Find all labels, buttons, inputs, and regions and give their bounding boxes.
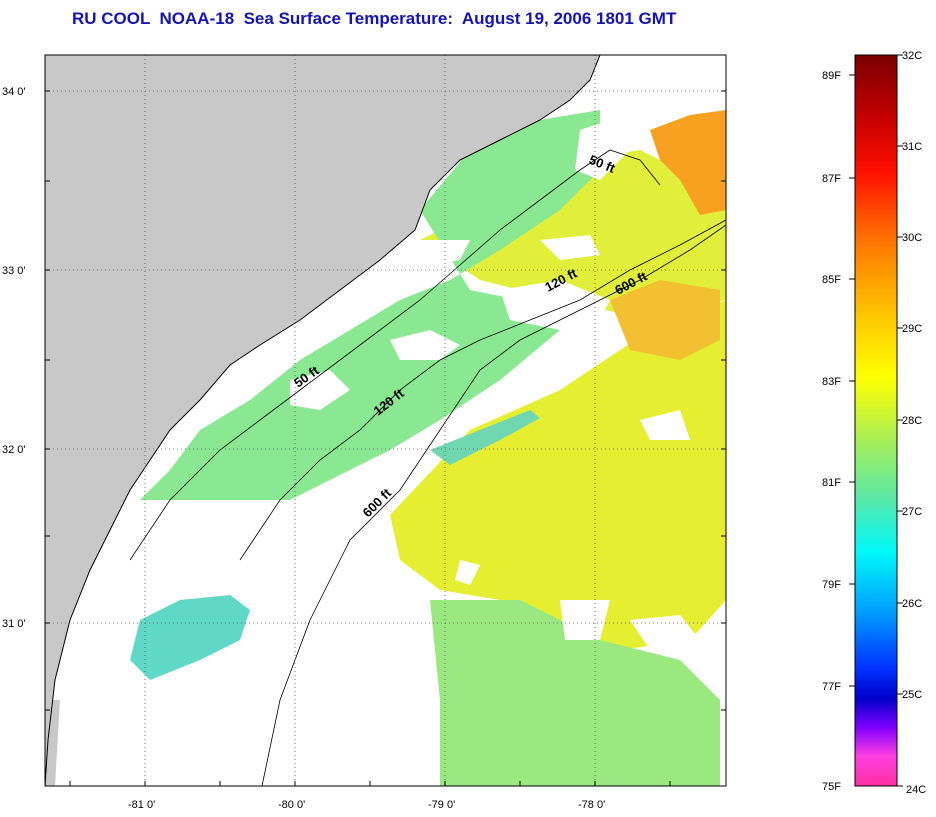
sst-warm-region: [390, 300, 726, 650]
sst-cool-band: [140, 110, 600, 500]
lat-label-32: 32 0': [2, 444, 26, 456]
lon-label-80: -80 0': [278, 799, 305, 811]
sst-cool-patch-south: [430, 600, 720, 786]
cbar-f-77: 77F: [822, 681, 841, 693]
sst-orange-patch: [650, 110, 726, 215]
cbar-c-30: 30C: [902, 232, 922, 244]
contour-50ft: [129, 149, 661, 561]
sst-cyan-patch: [130, 595, 250, 680]
graticule: [45, 55, 726, 786]
cbar-f-83: 83F: [822, 376, 841, 388]
lon-label-78: -78 0': [578, 799, 605, 811]
cbar-c-31: 31C: [902, 141, 922, 153]
cloud-patches: [290, 120, 700, 650]
map-title: RU COOL NOAA-18 Sea Surface Temperature:…: [72, 9, 677, 28]
cbar-f-89: 89F: [822, 70, 841, 82]
lat-label-33: 33 0': [2, 265, 26, 277]
cbar-f-79: 79F: [822, 579, 841, 591]
axis-ticks: [45, 90, 726, 786]
lon-label-79: -79 0': [428, 799, 455, 811]
colorbar-gradient: [854, 54, 898, 787]
cbar-c-28: 28C: [902, 415, 922, 427]
lat-label-34: 34 0': [2, 86, 26, 98]
land-mass: [45, 55, 600, 786]
sst-cyan-streak: [430, 410, 540, 465]
cbar-c-32: 32C: [902, 50, 922, 62]
map-frame: [44, 54, 727, 787]
contour-600ft: [261, 224, 726, 786]
cbar-c-27: 27C: [902, 506, 922, 518]
cbar-f-85: 85F: [822, 274, 841, 286]
cbar-f-75: 75F: [822, 781, 841, 793]
colorbar-ticks: [849, 54, 903, 787]
lon-label-81: -81 0': [128, 799, 155, 811]
land-lower: [45, 700, 60, 786]
sst-warm-region-north: [420, 150, 726, 320]
cbar-c-25: 25C: [902, 689, 922, 701]
sst-orange-patch-2: [610, 280, 720, 360]
lat-label-31: 31 0': [2, 618, 26, 630]
cbar-f-87: 87F: [822, 173, 841, 185]
cbar-f-81: 81F: [822, 477, 841, 489]
coastline: [45, 55, 601, 786]
cbar-c-24: 24C: [906, 784, 926, 796]
cbar-c-26: 26C: [902, 598, 922, 610]
cbar-c-29: 29C: [902, 323, 922, 335]
contour-120ft: [239, 219, 726, 561]
